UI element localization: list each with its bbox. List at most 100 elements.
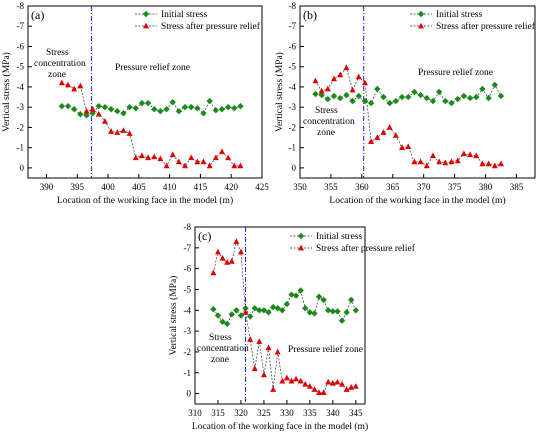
data-point-initial-stress	[157, 108, 164, 115]
data-point-stress-after-relief	[339, 380, 346, 387]
data-point-initial-stress	[330, 92, 338, 100]
data-point-stress-after-relief	[467, 151, 474, 158]
y-tick-label: -5	[184, 284, 192, 294]
data-point-stress-after-relief	[242, 309, 249, 315]
data-point-initial-stress	[58, 102, 66, 110]
data-point-initial-stress	[224, 103, 232, 111]
data-point-stress-after-relief	[206, 162, 213, 169]
data-point-initial-stress	[386, 99, 393, 107]
data-point-stress-after-relief	[247, 336, 254, 342]
data-point-stress-after-relief	[175, 158, 182, 165]
data-point-stress-after-relief	[423, 162, 430, 169]
data-point-stress-after-relief	[108, 128, 115, 134]
series-line-stress-after-relief	[213, 240, 356, 393]
data-point-stress-after-relief	[224, 259, 231, 265]
data-point-initial-stress	[187, 103, 195, 111]
data-point-stress-after-relief	[497, 160, 504, 167]
data-point-initial-stress	[485, 94, 492, 102]
data-point-initial-stress	[435, 88, 443, 96]
data-point-initial-stress	[448, 99, 455, 107]
data-point-stress-after-relief	[417, 158, 424, 165]
data-point-initial-stress	[218, 106, 226, 113]
data-point-stress-after-relief	[361, 79, 368, 86]
x-axis-label: Location of the working face in the mode…	[57, 195, 233, 206]
y-tick-label: -7	[17, 21, 25, 31]
x-tick-label: 325	[257, 408, 271, 418]
data-point-stress-after-relief	[405, 143, 412, 150]
data-point-stress-after-relief	[188, 154, 195, 161]
data-point-initial-stress	[352, 307, 360, 314]
x-tick-label: 320	[234, 408, 248, 418]
y-tick-label: -4	[184, 305, 192, 315]
data-point-stress-after-relief	[58, 79, 65, 86]
data-point-initial-stress	[320, 296, 327, 304]
data-point-stress-after-relief	[302, 380, 309, 387]
data-point-initial-stress	[181, 103, 189, 111]
data-point-stress-after-relief	[169, 151, 176, 158]
y-axis-label: Vertical stress (MPa)	[168, 276, 179, 356]
y-tick-label: -4	[17, 82, 25, 92]
data-point-initial-stress	[223, 320, 231, 328]
data-point-stress-after-relief	[83, 107, 90, 114]
data-point-initial-stress	[355, 92, 362, 100]
chart-panel: 0 -1 -2 -3 -4 -5 -6 -7 -8 390 395 400 405 410 415 420 42…	[1, 1, 269, 206]
y-tick-label: -1	[289, 143, 297, 153]
data-point-initial-stress	[256, 307, 263, 314]
x-tick-label: 405	[132, 182, 146, 192]
data-point-initial-stress	[206, 97, 213, 105]
annotation-pressure-relief-zone: Pressure relief zone	[288, 344, 363, 355]
data-point-stress-after-relief	[293, 375, 300, 382]
data-point-stress-after-relief	[151, 153, 158, 160]
legend-label-initial: Initial stress	[316, 232, 362, 242]
legend-label-relief: Stress after pressure relief	[436, 21, 536, 32]
x-tick-label: 395	[71, 182, 85, 192]
data-point-stress-after-relief	[138, 152, 145, 159]
data-point-stress-after-relief	[231, 162, 238, 169]
legend-marker-initial	[297, 232, 305, 240]
data-point-initial-stress	[163, 106, 170, 113]
y-tick-label: 0	[292, 163, 297, 173]
data-point-stress-after-relief	[95, 110, 102, 117]
data-point-initial-stress	[336, 94, 344, 102]
data-point-initial-stress	[398, 93, 406, 101]
data-point-initial-stress	[374, 85, 381, 93]
data-point-initial-stress	[219, 318, 226, 325]
data-point-initial-stress	[324, 95, 332, 103]
data-point-stress-after-relief	[411, 158, 418, 165]
x-tick-label: 375	[448, 182, 462, 192]
data-point-initial-stress	[237, 312, 245, 319]
data-point-stress-after-relief	[352, 383, 359, 389]
data-point-initial-stress	[349, 97, 356, 105]
x-tick-label: 425	[255, 182, 269, 192]
data-point-stress-after-relief	[348, 384, 355, 390]
legend-marker-relief	[298, 244, 304, 251]
series-line-stress-after-relief	[61, 82, 241, 167]
x-tick-label: 410	[163, 182, 177, 192]
data-point-stress-after-relief	[89, 105, 96, 112]
data-point-initial-stress	[114, 108, 121, 115]
data-point-initial-stress	[120, 110, 127, 117]
panel-label: (a)	[31, 8, 44, 22]
data-point-initial-stress	[210, 306, 217, 313]
data-point-initial-stress	[288, 291, 295, 298]
x-tick-label: 310	[188, 408, 202, 418]
legend-label-initial: Initial stress	[161, 10, 207, 20]
data-point-stress-after-relief	[454, 157, 461, 164]
data-point-initial-stress	[132, 104, 139, 112]
data-point-initial-stress	[77, 111, 84, 118]
data-point-initial-stress	[169, 98, 176, 106]
data-point-initial-stress	[392, 97, 400, 105]
x-tick-label: 360	[355, 182, 369, 192]
data-point-stress-after-relief	[228, 258, 235, 264]
data-point-stress-after-relief	[374, 134, 381, 140]
data-point-initial-stress	[200, 110, 207, 117]
data-point-initial-stress	[442, 97, 449, 105]
y-tick-label: -6	[289, 41, 297, 51]
annotation-stress-concentration-zone: Stress concentration zone	[197, 333, 249, 365]
data-point-initial-stress	[417, 91, 424, 99]
y-tick-label: -7	[289, 21, 297, 31]
data-point-stress-after-relief	[460, 150, 467, 157]
data-point-initial-stress	[411, 88, 418, 96]
